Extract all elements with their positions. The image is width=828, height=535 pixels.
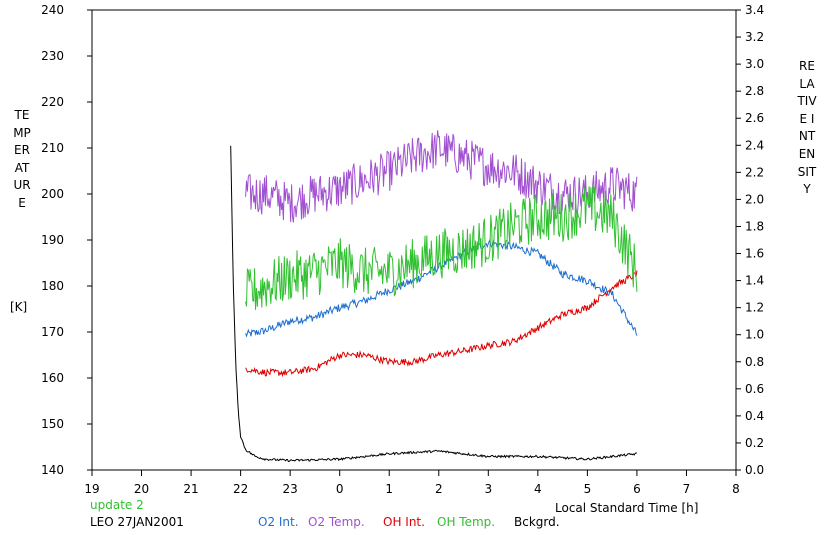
y-right-tick-label: 1.6 bbox=[745, 247, 764, 261]
legend-oh-temp: OH Temp. bbox=[437, 515, 496, 529]
y-left-tick-label: 140 bbox=[41, 463, 64, 477]
x-tick-label: 6 bbox=[633, 482, 641, 496]
legend-o2-temp: O2 Temp. bbox=[308, 515, 365, 529]
series-o2-int bbox=[245, 237, 638, 338]
x-axis-title: Local Standard Time [h] bbox=[555, 501, 699, 515]
x-tick-label: 5 bbox=[584, 482, 592, 496]
y-right-tick-label: 2.6 bbox=[745, 111, 764, 125]
y-left-tick-label: 190 bbox=[41, 233, 64, 247]
y-left-tick-label: 160 bbox=[41, 371, 64, 385]
legend-oh-int: OH Int. bbox=[383, 515, 425, 529]
x-tick-label: 4 bbox=[534, 482, 542, 496]
plot-frame bbox=[91, 9, 737, 471]
y-right-tick-label: 2.0 bbox=[745, 192, 764, 206]
y-right-tick-label: 3.2 bbox=[745, 30, 764, 44]
y-right-tick-label: 1.8 bbox=[745, 219, 764, 233]
x-tick-label: 7 bbox=[683, 482, 691, 496]
y-left-tick-label: 180 bbox=[41, 279, 64, 293]
y-left-tick-label: 240 bbox=[41, 3, 64, 17]
series-layer bbox=[230, 130, 638, 463]
y-left-tick-label: 150 bbox=[41, 417, 64, 431]
y-left-tick-label: 220 bbox=[41, 95, 64, 109]
y-right-tick-label: 2.8 bbox=[745, 84, 764, 98]
y-left-tick-label: 170 bbox=[41, 325, 64, 339]
y-right-tick-label: 0.6 bbox=[745, 382, 764, 396]
y-right-tick-label: 1.4 bbox=[745, 274, 764, 288]
x-tick-label: 3 bbox=[484, 482, 492, 496]
series-bckgrd bbox=[230, 145, 638, 463]
plot-border bbox=[91, 9, 737, 471]
y-left-tick-label: 230 bbox=[41, 49, 64, 63]
y-right-tick-label: 0.0 bbox=[745, 463, 764, 477]
x-tick-label: 23 bbox=[283, 482, 298, 496]
right-axis-title: RELATIVE INTENSITY bbox=[797, 59, 817, 197]
y-right-tick-label: 3.4 bbox=[745, 3, 764, 17]
series-o2-temp bbox=[245, 130, 638, 223]
y-right-tick-label: 2.2 bbox=[745, 165, 764, 179]
axis-layer: 1401501601701801902002102202302400.00.20… bbox=[41, 3, 764, 496]
x-tick-label: 0 bbox=[336, 482, 344, 496]
y-right-tick-label: 1.0 bbox=[745, 328, 764, 342]
y-right-tick-label: 0.4 bbox=[745, 409, 764, 423]
y-right-tick-label: 2.4 bbox=[745, 138, 764, 152]
x-tick-label: 2 bbox=[435, 482, 443, 496]
x-tick-label: 19 bbox=[84, 482, 99, 496]
y-right-tick-label: 0.8 bbox=[745, 355, 764, 369]
x-tick-label: 1 bbox=[385, 482, 393, 496]
x-tick-label: 8 bbox=[732, 482, 740, 496]
x-tick-label: 22 bbox=[233, 482, 248, 496]
series-oh-temp bbox=[245, 185, 638, 310]
y-left-tick-label: 200 bbox=[41, 187, 64, 201]
y-left-tick-label: 210 bbox=[41, 141, 64, 155]
series-oh-int bbox=[245, 270, 638, 378]
legend-bckgrd: Bckgrd. bbox=[514, 515, 560, 529]
x-tick-label: 20 bbox=[134, 482, 149, 496]
left-axis-unit: [K] bbox=[10, 300, 28, 314]
update-label: update 2 bbox=[90, 498, 144, 512]
left-axis-title: TEMPERATURE bbox=[13, 108, 31, 210]
x-tick-label: 21 bbox=[183, 482, 198, 496]
station-date: LEO 27JAN2001 bbox=[90, 515, 184, 529]
y-right-tick-label: 3.0 bbox=[745, 57, 764, 71]
legend-o2-int: O2 Int. bbox=[258, 515, 299, 529]
y-right-tick-label: 1.2 bbox=[745, 301, 764, 315]
y-right-tick-label: 0.2 bbox=[745, 436, 764, 450]
